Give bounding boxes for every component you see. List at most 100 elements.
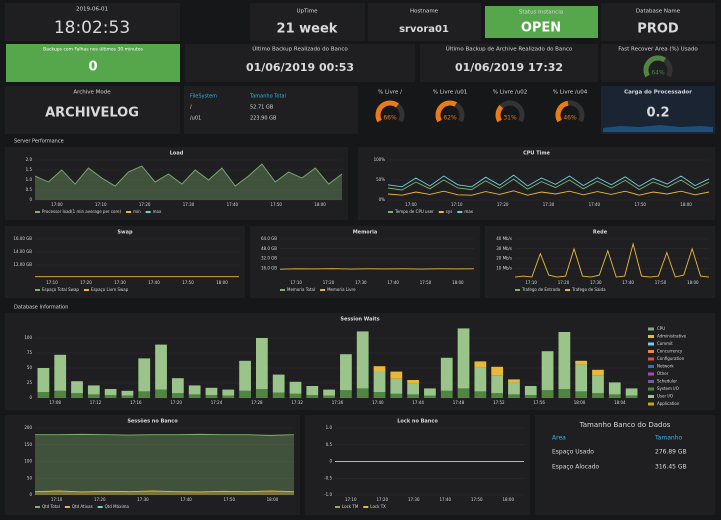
chart-title: CPU Time — [523, 151, 550, 157]
x-tick-label: 17:52 — [493, 400, 505, 405]
panel — [5, 3, 180, 41]
bar-segment — [340, 354, 352, 391]
y-tick-label: 16.0 GB — [261, 265, 277, 270]
y-tick-label: -0.5 — [324, 475, 332, 480]
legend-swatch — [335, 506, 340, 508]
table-cell: 223.90 GB — [250, 116, 277, 122]
x-tick-label: 17:10 — [46, 280, 58, 285]
y-tick-label: 1.0 — [326, 425, 333, 430]
x-tick-label: 17:40 — [180, 497, 192, 502]
y-tick-label: 12.00 GB — [13, 262, 32, 267]
legend-swatch — [280, 289, 285, 291]
table-header: Area — [552, 435, 566, 442]
stat-title: Hostname — [410, 9, 439, 15]
bar-segment — [541, 390, 554, 398]
legend-label: Scheduler — [657, 379, 677, 384]
bar-segment — [474, 391, 487, 398]
area — [35, 434, 294, 495]
stat-title: Carga do Processador — [624, 90, 692, 96]
stat-title: Backups com Falhas nos últimos 30 minuto… — [43, 46, 143, 53]
x-tick-label: 17:20 — [376, 497, 388, 502]
legend-label: max — [153, 209, 162, 214]
legend-swatch — [648, 357, 654, 361]
legend-label: Application — [657, 401, 680, 406]
legend-label: User I/O — [657, 394, 673, 399]
stat-value: 21 week — [277, 22, 338, 37]
x-tick-label: 18:00 — [452, 280, 464, 285]
y-tick-label: 40 Mb/s — [496, 236, 512, 241]
panel-ok — [6, 44, 180, 82]
legend-label: max — [464, 209, 473, 214]
x-tick-label: 17:20 — [497, 202, 509, 207]
panel — [250, 226, 480, 298]
gauge-title: % Livre /u01 — [433, 90, 467, 96]
y-tick-label: 2.0 — [26, 157, 33, 162]
legend-label: Qtd Ativas — [72, 504, 93, 509]
bar-segment — [205, 387, 218, 395]
legend-swatch — [438, 211, 444, 213]
bar-segment — [541, 351, 554, 391]
y-tick-label: 64.0 GB — [261, 236, 277, 241]
x-tick-label: 17:40 — [439, 497, 451, 502]
bar-segment — [474, 361, 487, 368]
legend-label: Concurrency — [657, 349, 683, 354]
x-tick-label: 17:12 — [90, 400, 102, 405]
bar-segment — [407, 383, 420, 395]
panel — [358, 147, 715, 220]
sparkline — [603, 125, 713, 132]
x-tick-label: 17:30 — [137, 497, 149, 502]
legend-swatch — [126, 211, 132, 213]
bar-segment — [188, 385, 201, 395]
y-tick-label: 50 — [27, 365, 33, 370]
section-title: Server Performance — [14, 139, 64, 145]
legend-swatch — [565, 289, 571, 291]
bar-segment — [171, 378, 184, 394]
bar-segment — [289, 393, 302, 398]
legend-label: Memoria Livre — [327, 287, 356, 292]
y-tick-label: 1.5 — [26, 167, 33, 172]
bar-segment — [558, 389, 571, 398]
y-tick-label: 0% — [379, 197, 386, 202]
y-tick-label: 50 — [27, 475, 33, 480]
bar-segment — [255, 389, 268, 398]
chart-title: Memoria — [353, 230, 378, 236]
bar-segment — [508, 394, 520, 398]
legend-swatch — [648, 380, 654, 383]
bar-segment — [323, 389, 335, 396]
x-tick-label: 17:20 — [323, 280, 335, 285]
x-tick-label: 17:20 — [170, 400, 182, 405]
legend-swatch — [648, 372, 654, 376]
x-tick-label: 17:30 — [590, 280, 602, 285]
line — [34, 490, 295, 493]
x-tick-label: 17:50 — [420, 280, 432, 285]
x-tick-label: 18:00 — [574, 400, 586, 405]
x-tick-label: 17:40 — [227, 202, 239, 207]
y-tick-label: 150 — [24, 442, 32, 447]
legend-label: CPU — [657, 326, 665, 331]
stat-title: Último Backup de Archive Realizado do Ba… — [446, 46, 573, 53]
bar-segment — [440, 390, 453, 398]
line — [387, 174, 710, 188]
panel — [184, 86, 358, 134]
x-tick-label: 17:16 — [130, 400, 142, 405]
y-tick-label: 0 — [29, 492, 32, 497]
y-tick-label: 14.00 GB — [13, 249, 32, 254]
gauge-label: 64% — [651, 70, 665, 77]
x-tick-label: 17:40 — [148, 280, 160, 285]
legend-swatch — [648, 342, 654, 346]
legend-swatch — [648, 387, 654, 391]
gauge-arc — [643, 55, 667, 78]
panel — [5, 86, 180, 134]
bar-segment — [424, 395, 436, 398]
x-tick-label: 17:30 — [114, 280, 126, 285]
panel — [185, 44, 415, 82]
bar-segment — [37, 392, 50, 398]
bar-segment — [440, 357, 453, 391]
x-tick-label: 17:20 — [558, 280, 570, 285]
x-tick-label: 18:00 — [314, 202, 326, 207]
table-cell: 316.45 GB — [655, 464, 687, 471]
x-tick-label: 17:50 — [655, 280, 667, 285]
bar-segment — [508, 382, 520, 395]
table-header: FileSystem — [190, 94, 217, 100]
